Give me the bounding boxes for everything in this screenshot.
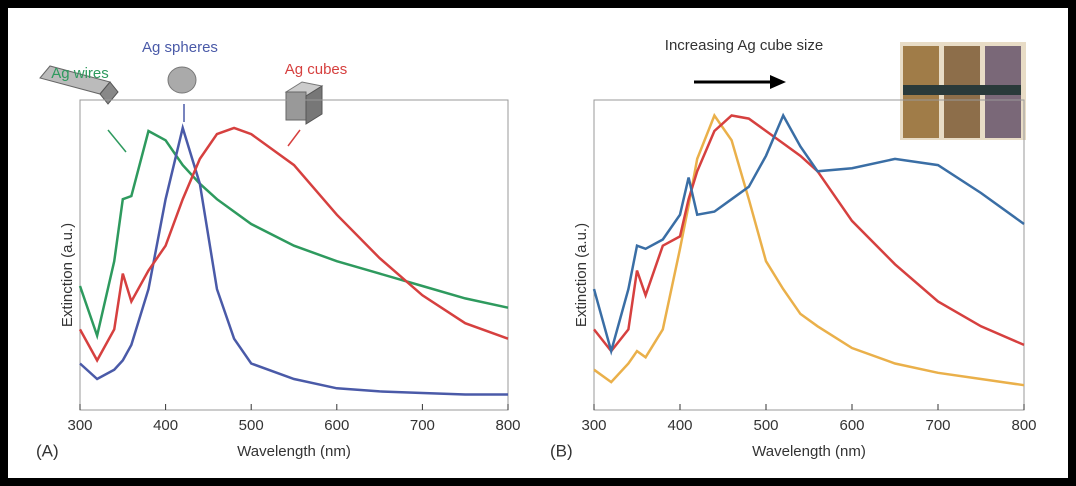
y-axis-label: Extinction (a.u.) bbox=[59, 223, 76, 327]
series-name: Ag spheres bbox=[142, 39, 218, 56]
x-tick-label: 400 bbox=[667, 417, 692, 434]
series-name: Ag cubes bbox=[285, 61, 348, 78]
x-axis-label: Wavelength (nm) bbox=[752, 443, 866, 460]
x-tick-label: 600 bbox=[839, 417, 864, 434]
sphere-icon bbox=[167, 66, 197, 94]
wire-icon bbox=[39, 65, 119, 105]
plot-frame bbox=[593, 99, 1025, 411]
x-tick-label: 500 bbox=[239, 417, 264, 434]
x-tick-label: 400 bbox=[153, 417, 178, 434]
series-line bbox=[593, 112, 1025, 387]
x-tick-label: 300 bbox=[581, 417, 606, 434]
x-axis-label: Wavelength (nm) bbox=[237, 443, 351, 460]
series-line bbox=[78, 129, 509, 341]
series-line bbox=[79, 123, 508, 396]
x-tick-label: 600 bbox=[324, 417, 349, 434]
annotation: Increasing Ag cube size bbox=[665, 37, 823, 54]
panel-label: (B) bbox=[550, 441, 573, 460]
x-tick-label: 800 bbox=[1011, 417, 1036, 434]
series-name: Ag wires bbox=[51, 65, 109, 82]
vial-photo bbox=[900, 42, 1026, 140]
series-line bbox=[593, 114, 1025, 354]
size-arrow bbox=[694, 75, 786, 89]
y-axis-label: Extinction (a.u.) bbox=[573, 223, 590, 327]
panel-label: (A) bbox=[36, 441, 59, 460]
x-tick-label: 500 bbox=[753, 417, 778, 434]
series-line bbox=[592, 112, 1025, 356]
x-tick-label: 800 bbox=[495, 417, 520, 434]
x-tick-label: 700 bbox=[410, 417, 435, 434]
x-tick-label: 300 bbox=[67, 417, 92, 434]
pointer-arrows bbox=[107, 104, 301, 153]
series-line bbox=[78, 126, 509, 363]
x-tick-label: 700 bbox=[925, 417, 950, 434]
plot-frame bbox=[79, 99, 509, 411]
cube-icon bbox=[284, 81, 324, 125]
